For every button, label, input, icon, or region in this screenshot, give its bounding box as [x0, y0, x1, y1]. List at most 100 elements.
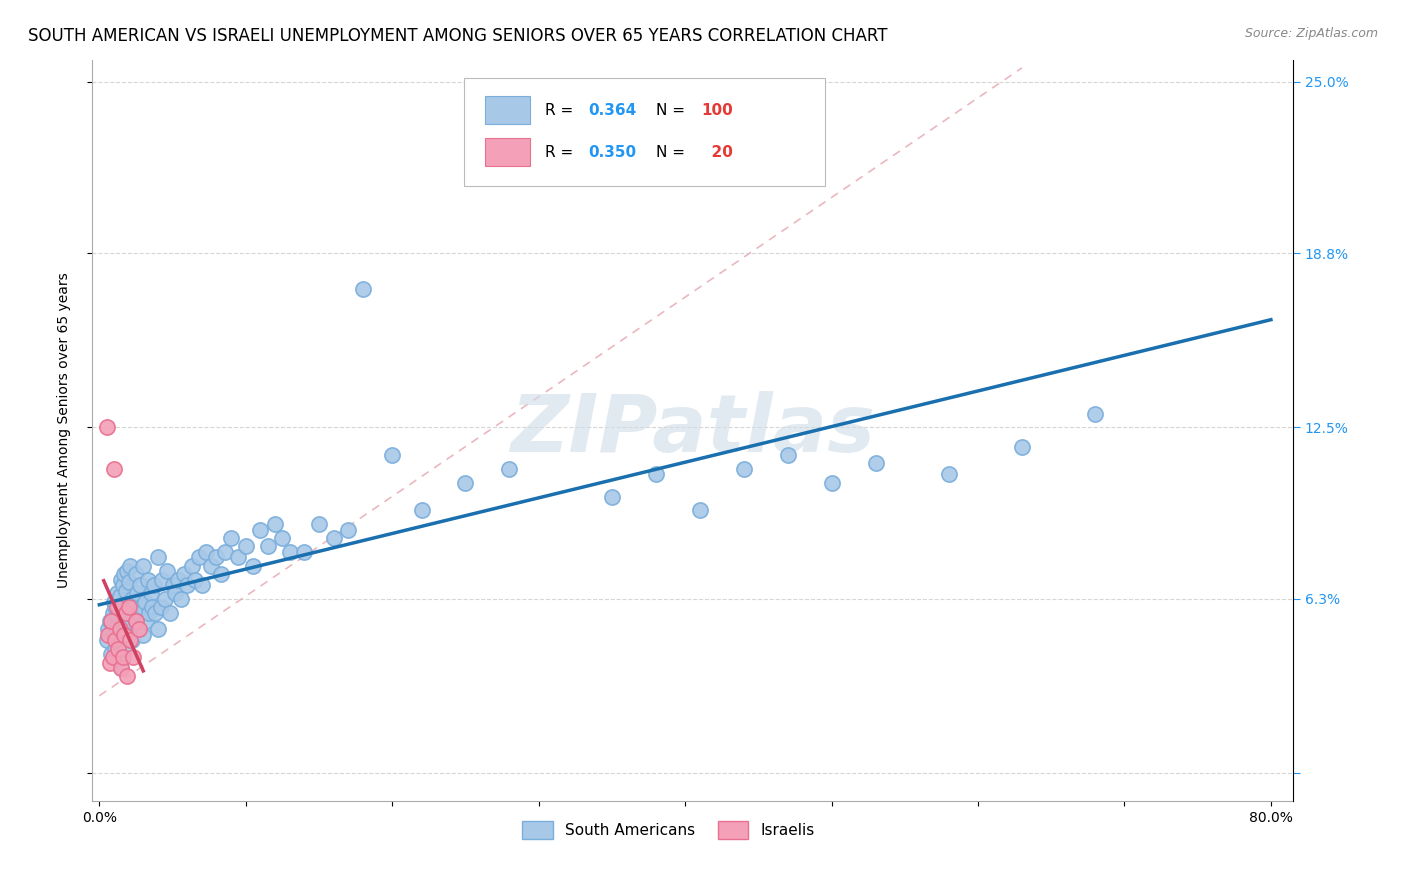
Point	[1011, 440, 1033, 454]
Bar	[485, 96, 530, 124]
Point	[122, 650, 145, 665]
Point	[600, 490, 623, 504]
Point	[104, 633, 127, 648]
Point	[108, 589, 131, 603]
Point	[183, 573, 205, 587]
Point	[173, 567, 195, 582]
Point	[249, 523, 271, 537]
Point	[689, 503, 711, 517]
Text: Source: ZipAtlas.com: Source: ZipAtlas.com	[1244, 27, 1378, 40]
Point	[155, 591, 177, 606]
Text: R =: R =	[544, 145, 578, 160]
FancyBboxPatch shape	[464, 78, 824, 186]
Point	[138, 606, 160, 620]
Point	[111, 614, 134, 628]
Point	[820, 475, 842, 490]
Point	[228, 550, 250, 565]
Point	[191, 578, 214, 592]
Text: 0.364: 0.364	[588, 103, 637, 118]
Point	[111, 578, 134, 592]
Point	[105, 619, 128, 633]
Point	[114, 606, 136, 620]
Point	[219, 531, 242, 545]
Point	[108, 650, 131, 665]
Point	[120, 558, 142, 573]
Point	[112, 567, 135, 582]
Point	[115, 669, 138, 683]
Point	[733, 462, 755, 476]
Point	[111, 650, 134, 665]
Point	[128, 623, 150, 637]
Text: 0.350: 0.350	[588, 145, 636, 160]
Legend: South Americans, Israelis: South Americans, Israelis	[516, 815, 821, 845]
Y-axis label: Unemployment Among Seniors over 65 years: Unemployment Among Seniors over 65 years	[58, 272, 72, 588]
Point	[120, 633, 142, 648]
Point	[107, 633, 129, 648]
Point	[110, 661, 132, 675]
Point	[938, 467, 960, 482]
Point	[128, 606, 150, 620]
Point	[498, 462, 520, 476]
Point	[125, 567, 148, 582]
Point	[149, 600, 172, 615]
Point	[108, 623, 131, 637]
Point	[103, 628, 125, 642]
Point	[454, 475, 477, 490]
Point	[103, 462, 125, 476]
Point	[146, 623, 169, 637]
Text: N =: N =	[657, 103, 690, 118]
Point	[167, 573, 190, 587]
Point	[98, 614, 121, 628]
Point	[209, 567, 232, 582]
Point	[129, 578, 152, 592]
Point	[1084, 407, 1107, 421]
Point	[176, 578, 198, 592]
Point	[308, 517, 330, 532]
Point	[135, 614, 157, 628]
Point	[132, 628, 155, 642]
Point	[112, 641, 135, 656]
Point	[96, 420, 118, 434]
Point	[195, 545, 218, 559]
Point	[96, 633, 118, 648]
Point	[337, 523, 360, 537]
Bar	[485, 138, 530, 166]
Point	[127, 586, 149, 600]
Point	[115, 631, 138, 645]
Point	[156, 564, 179, 578]
Point	[235, 540, 257, 554]
Point	[134, 595, 156, 609]
Text: 100: 100	[700, 103, 733, 118]
Point	[107, 608, 129, 623]
Point	[143, 606, 166, 620]
Point	[200, 558, 222, 573]
Point	[97, 623, 120, 637]
Point	[150, 573, 173, 587]
Point	[125, 614, 148, 628]
Point	[411, 503, 433, 517]
Point	[117, 628, 139, 642]
Point	[110, 573, 132, 587]
Text: 20: 20	[700, 145, 733, 160]
Point	[146, 550, 169, 565]
Point	[97, 628, 120, 642]
Point	[139, 586, 162, 600]
Point	[117, 600, 139, 615]
Point	[100, 648, 122, 662]
Point	[159, 606, 181, 620]
Point	[104, 641, 127, 656]
Point	[205, 550, 228, 565]
Point	[101, 606, 124, 620]
Point	[125, 614, 148, 628]
Point	[142, 578, 165, 592]
Point	[322, 531, 344, 545]
Point	[381, 448, 404, 462]
Point	[107, 641, 129, 656]
Point	[180, 558, 202, 573]
Text: SOUTH AMERICAN VS ISRAELI UNEMPLOYMENT AMONG SENIORS OVER 65 YEARS CORRELATION C: SOUTH AMERICAN VS ISRAELI UNEMPLOYMENT A…	[28, 27, 887, 45]
Point	[136, 573, 159, 587]
Point	[278, 545, 301, 559]
Point	[104, 600, 127, 615]
Point	[98, 656, 121, 670]
Point	[114, 583, 136, 598]
